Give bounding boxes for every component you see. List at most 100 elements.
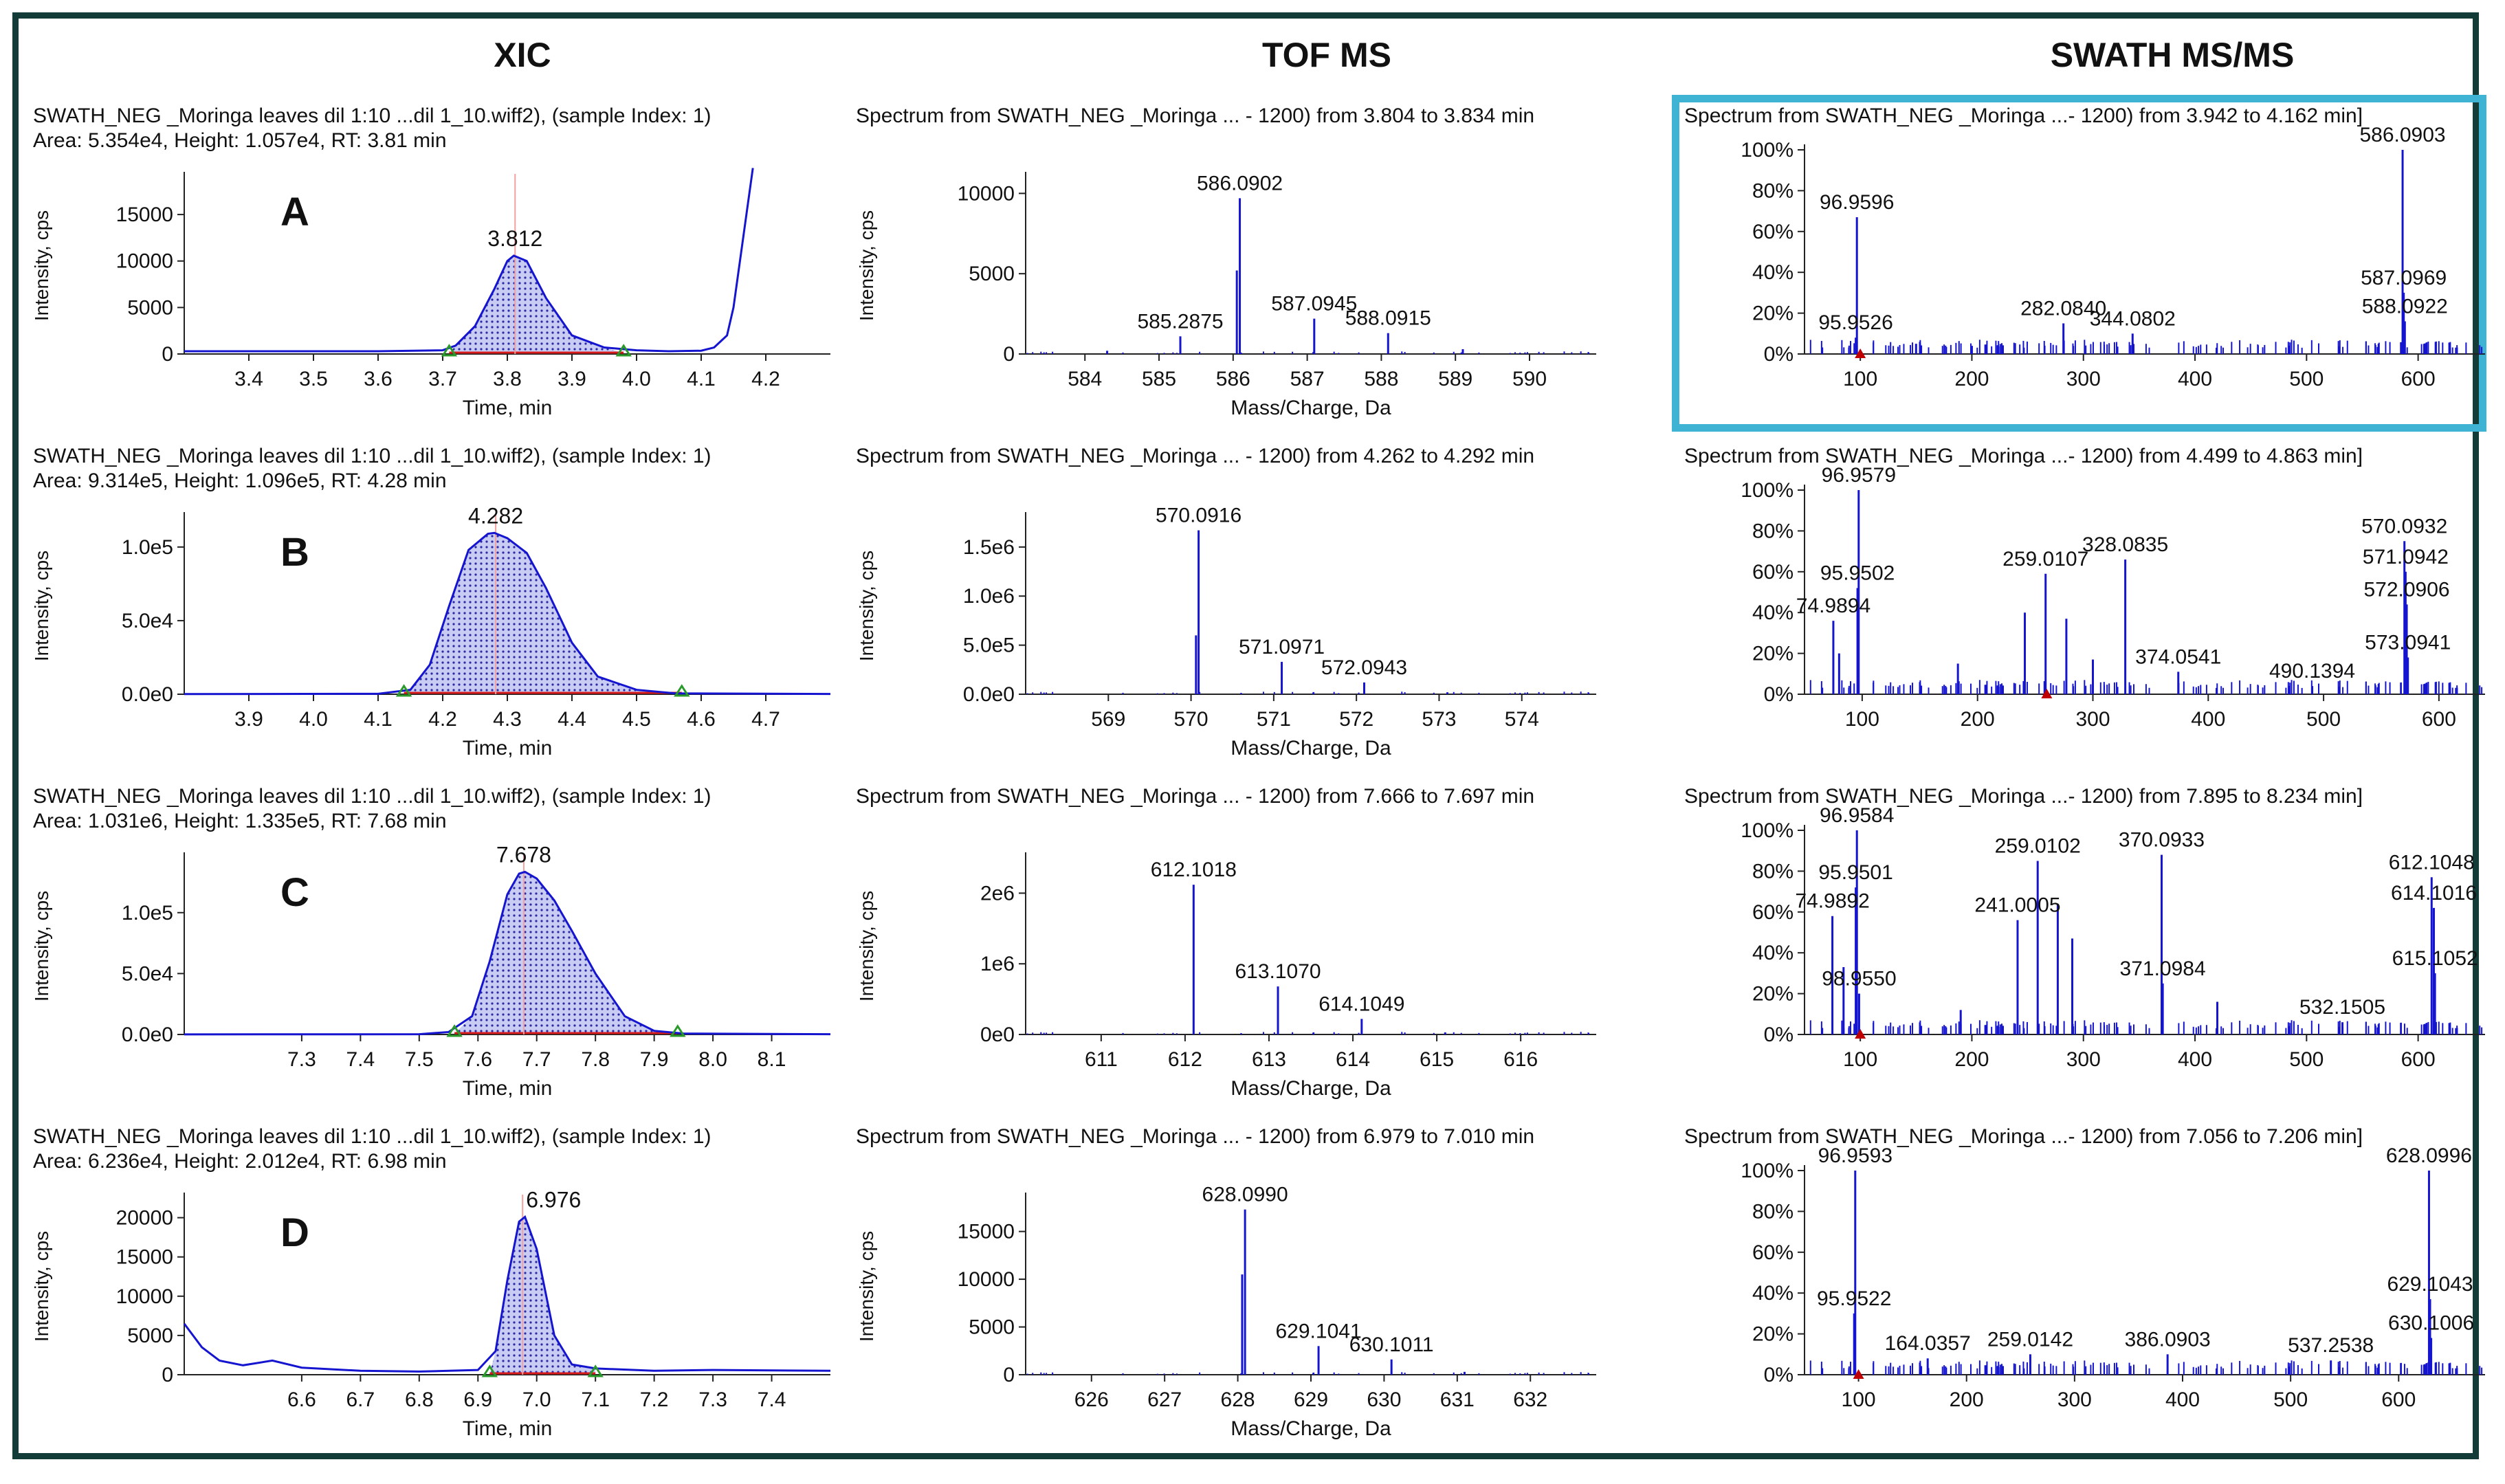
- peak-label: 164.0357: [1885, 1332, 1971, 1355]
- x-tick-label: 6.9: [463, 1388, 492, 1411]
- x-tick-label: 200: [1954, 1048, 1989, 1071]
- y-tick-label: 20%: [1752, 643, 1794, 665]
- y-tick-label: 1.0e5: [122, 536, 173, 559]
- x-tick-label: 4.7: [751, 708, 780, 731]
- x-tick-label: 7.8: [581, 1048, 610, 1071]
- peak-label: 259.0107: [2002, 548, 2088, 571]
- peak-label: 371.0984: [2120, 957, 2206, 980]
- xic-trace: [183, 1215, 831, 1373]
- y-tick-label: 0: [1003, 343, 1015, 366]
- peak-label: 532.1505: [2299, 996, 2385, 1019]
- rt-label: 4.282: [468, 503, 523, 528]
- x-tick-label: 300: [2057, 1388, 2092, 1411]
- integrated-area: [454, 872, 678, 1034]
- figure-frame: [12, 12, 2479, 1459]
- x-tick-label: 613: [1252, 1048, 1286, 1071]
- x-tick-label: 7.0: [522, 1388, 551, 1411]
- x-tick-label: 7.6: [463, 1048, 492, 1071]
- highlight-box-swath-a: [1672, 95, 2486, 432]
- x-tick-label: 4.5: [622, 708, 651, 731]
- y-tick-label: 20000: [116, 1207, 173, 1230]
- y-tick-label: 0.0e0: [122, 1023, 173, 1046]
- peak-label: 96.9596: [1820, 191, 1894, 214]
- peak-boundary-marker: [670, 1024, 686, 1037]
- panel-xic-C: SWATH_NEG _Moringa leaves dil 1:10 ...di…: [31, 785, 831, 1100]
- y-tick-label: 15000: [116, 1246, 173, 1269]
- peak-label: 386.0903: [2125, 1328, 2211, 1351]
- panel-swath-B: Spectrum from SWATH_NEG _Moringa ...- 12…: [1684, 445, 2485, 731]
- x-tick-label: 628: [1221, 1388, 1255, 1411]
- precursor-marker: [1853, 1369, 1864, 1379]
- y-tick-label: 5.0e4: [122, 962, 173, 985]
- peak-label: 98.9550: [1822, 968, 1896, 990]
- x-tick-label: 7.4: [346, 1048, 375, 1071]
- x-tick-label: 570: [1174, 708, 1209, 731]
- y-tick-label: 0%: [1764, 1023, 1794, 1046]
- peak-label: 612.1018: [1151, 859, 1237, 881]
- x-tick-label: 616: [1503, 1048, 1538, 1071]
- peak-label: 96.9579: [1822, 464, 1896, 487]
- panel-title: Spectrum from SWATH_NEG _Moringa ...- 12…: [1684, 1125, 2363, 1148]
- peak-label: 572.0906: [2363, 578, 2449, 601]
- x-tick-label: 7.9: [640, 1048, 669, 1071]
- y-axis-label: Intensity, cps: [31, 891, 52, 1001]
- peak-label: 370.0933: [2119, 829, 2205, 852]
- y-tick-label: 80%: [1752, 1200, 1794, 1223]
- peak-label: 95.9526: [1818, 311, 1892, 334]
- y-tick-label: 5.0e5: [963, 634, 1015, 657]
- panel-title: SWATH_NEG _Moringa leaves dil 1:10 ...di…: [33, 785, 711, 808]
- x-tick-label: 100: [1845, 708, 1879, 731]
- y-tick-label: 5000: [127, 1325, 173, 1347]
- panel-swath-A: Spectrum from SWATH_NEG _Moringa ...- 12…: [1684, 104, 2485, 390]
- panel-title: Spectrum from SWATH_NEG _Moringa ... - 1…: [856, 445, 1534, 467]
- panel-title: Spectrum from SWATH_NEG _Moringa ... - 1…: [856, 785, 1534, 808]
- y-tick-label: 40%: [1752, 601, 1794, 624]
- y-tick-label: 60%: [1752, 221, 1794, 243]
- y-tick-label: 1e6: [980, 953, 1015, 975]
- y-tick-label: 5000: [969, 263, 1015, 285]
- peak-label: 490.1394: [2269, 660, 2355, 683]
- x-tick-label: 627: [1147, 1388, 1182, 1411]
- x-tick-label: 611: [1085, 1048, 1118, 1071]
- y-tick-label: 40%: [1752, 942, 1794, 964]
- x-tick-label: 3.7: [428, 368, 457, 390]
- x-tick-label: 100: [1843, 1048, 1877, 1071]
- rt-label: 6.976: [526, 1187, 581, 1212]
- x-tick-label: 7.4: [758, 1388, 786, 1411]
- y-axis-label: Intensity, cps: [856, 210, 877, 321]
- peak-boundary-marker: [615, 344, 632, 357]
- y-tick-label: 0.0e0: [122, 683, 173, 706]
- peak-label: 571.0942: [2363, 546, 2449, 568]
- peak-label: 628.0990: [1202, 1184, 1288, 1206]
- y-tick-label: 0e0: [980, 1023, 1015, 1046]
- y-tick-label: 10000: [958, 1268, 1015, 1291]
- x-tick-label: 100: [1842, 1388, 1876, 1411]
- xic-trace: [184, 531, 831, 696]
- x-tick-label: 572: [1339, 708, 1373, 731]
- x-tick-label: 615: [1420, 1048, 1454, 1071]
- y-tick-label: 40%: [1752, 1282, 1794, 1305]
- x-tick-label: 8.0: [698, 1048, 727, 1071]
- x-tick-label: 6.6: [287, 1388, 316, 1411]
- xic-trace: [184, 168, 754, 353]
- x-tick-label: 4.4: [558, 708, 586, 731]
- y-tick-label: 100%: [1741, 479, 1794, 502]
- y-tick-label: 60%: [1752, 1241, 1794, 1264]
- x-tick-label: 600: [2401, 368, 2436, 390]
- panel-subtitle: Area: 5.354e4, Height: 1.057e4, RT: 3.81…: [33, 129, 447, 152]
- x-tick-label: 200: [1954, 368, 1989, 390]
- rt-label: 7.678: [496, 842, 551, 867]
- panel-letter: D: [280, 1210, 309, 1255]
- peak-label: 74.9894: [1796, 595, 1871, 617]
- y-tick-label: 20%: [1752, 983, 1794, 1006]
- peak-label: 586.0903: [2359, 124, 2445, 146]
- panel-title: Spectrum from SWATH_NEG _Moringa ...- 12…: [1684, 785, 2363, 808]
- x-tick-label: 614: [1336, 1048, 1370, 1071]
- y-tick-label: 0%: [1764, 1364, 1794, 1386]
- x-tick-label: 4.1: [687, 368, 716, 390]
- x-tick-label: 630: [1367, 1388, 1401, 1411]
- y-tick-label: 5.0e4: [122, 610, 173, 632]
- peak-label: 570.0916: [1156, 505, 1242, 527]
- panel-tof-C: Spectrum from SWATH_NEG _Moringa ... - 1…: [856, 785, 1596, 1100]
